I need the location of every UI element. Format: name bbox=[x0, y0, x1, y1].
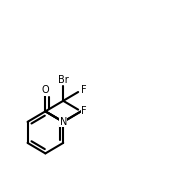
Text: N: N bbox=[59, 117, 67, 127]
Text: Br: Br bbox=[58, 75, 69, 85]
Text: F: F bbox=[81, 85, 87, 95]
Text: F: F bbox=[81, 106, 87, 116]
Text: O: O bbox=[42, 85, 49, 95]
